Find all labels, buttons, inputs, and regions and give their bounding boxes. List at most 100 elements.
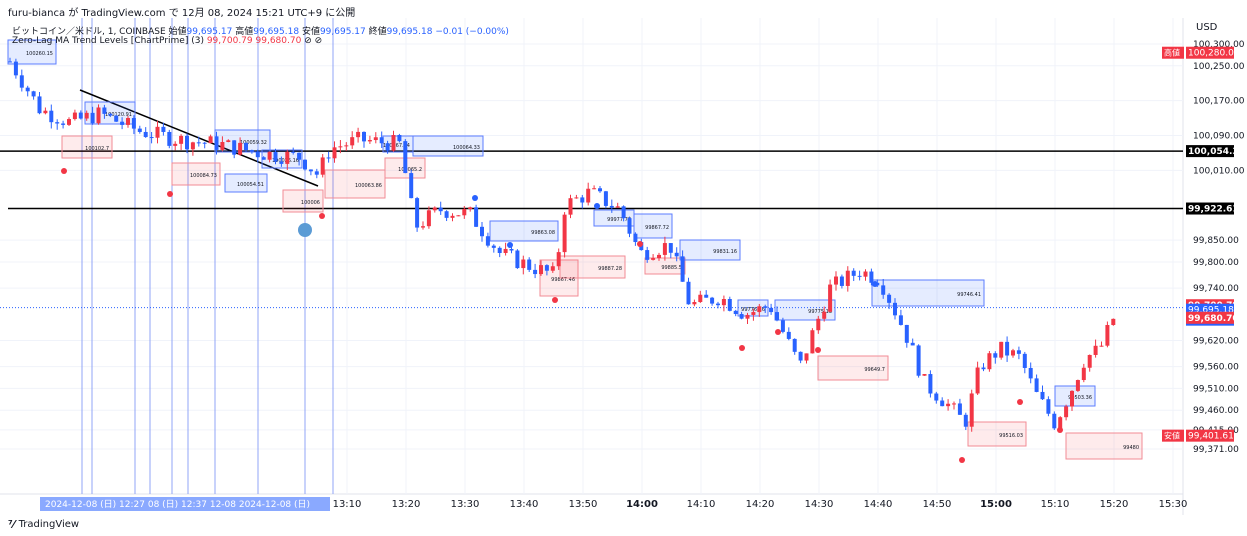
candle-body bbox=[90, 112, 95, 124]
candle-body bbox=[356, 131, 361, 138]
candle-body bbox=[314, 171, 319, 175]
zone-price-label: 99516.03 bbox=[999, 433, 1023, 439]
candle-body bbox=[1058, 417, 1063, 429]
candle-body bbox=[922, 374, 927, 376]
candle-body bbox=[37, 96, 42, 114]
candle-body bbox=[149, 137, 154, 139]
candle-body bbox=[503, 248, 508, 254]
candle-body bbox=[120, 121, 125, 125]
candle-body bbox=[96, 107, 101, 124]
footer: ⁷⁄ TradingView bbox=[8, 518, 79, 531]
candle-body bbox=[928, 374, 933, 394]
signal-dot bbox=[61, 168, 67, 174]
candle-body bbox=[78, 112, 83, 119]
zone-price-label: 100059.32 bbox=[240, 140, 267, 146]
candle-body bbox=[72, 112, 77, 120]
candle-body bbox=[780, 320, 785, 332]
high-value: 99,695.18 bbox=[253, 27, 300, 37]
symbol-name[interactable]: ビットコイン／米ドル, 1, COINBASE bbox=[12, 27, 166, 37]
zone-price-label: 99503.36 bbox=[1068, 395, 1092, 401]
candle-body bbox=[255, 151, 260, 158]
candle-body bbox=[185, 135, 189, 150]
time-tick-label: 13:40 bbox=[510, 499, 539, 510]
time-tick-label: 14:20 bbox=[746, 499, 775, 510]
price-tick-label: 100,250.00 bbox=[1193, 62, 1245, 72]
event-marker-icon bbox=[298, 223, 312, 237]
candle-body bbox=[609, 205, 614, 208]
candle-body bbox=[940, 400, 945, 407]
candle-body bbox=[775, 312, 779, 321]
candle-body bbox=[1011, 350, 1015, 356]
indicator-settings-icon[interactable]: ⊘ bbox=[304, 36, 312, 46]
candle-body bbox=[373, 137, 378, 141]
candle-body bbox=[704, 294, 709, 298]
candle-body bbox=[1093, 345, 1098, 355]
candle-body bbox=[627, 218, 632, 234]
tradingview-logo-icon: ⁷⁄ bbox=[8, 518, 15, 531]
price-chart[interactable]: 13:10 13:20 13:30 13:40 13:50 14:00 14:10 14:20… bbox=[0, 18, 1247, 515]
signal-dot bbox=[775, 329, 781, 335]
low-price: 99,401.61 bbox=[1188, 432, 1234, 442]
currency-label[interactable]: USD bbox=[1196, 22, 1218, 33]
candle-body bbox=[739, 314, 744, 319]
signal-dot bbox=[552, 297, 558, 303]
candle-body bbox=[680, 256, 685, 282]
candle-body bbox=[515, 250, 520, 269]
candle-body bbox=[1111, 318, 1116, 325]
zone-price-label: 99867.72 bbox=[645, 225, 669, 231]
candle-body bbox=[415, 198, 420, 228]
low-price-tag-bg bbox=[1162, 429, 1184, 442]
date-range-labels: 2024-12-08 (日) 12:27 08 (日) 12:37 12-08 … bbox=[45, 499, 310, 510]
price-tick-label: 99,800.00 bbox=[1193, 258, 1239, 268]
chart-area[interactable]: 13:10 13:20 13:30 13:40 13:50 14:00 14:10 14:20… bbox=[0, 18, 1247, 515]
candle-body bbox=[839, 276, 844, 286]
candle-body bbox=[31, 91, 36, 97]
candle-body bbox=[692, 302, 697, 305]
candle-body bbox=[621, 206, 626, 219]
price-tick-label: 99,560.00 bbox=[1193, 363, 1239, 373]
candle-body bbox=[291, 151, 296, 153]
candle-body bbox=[716, 303, 720, 306]
indicator-name[interactable]: Zero-Lag MA Trend Levels [ChartPrime] (3… bbox=[12, 36, 204, 46]
high-price: 100,280.00 bbox=[1188, 49, 1240, 59]
level-zone-box bbox=[1054, 385, 1096, 407]
signal-dot bbox=[167, 191, 173, 197]
candle-body bbox=[491, 245, 496, 248]
candle-body bbox=[480, 226, 484, 237]
candle-body bbox=[721, 299, 726, 306]
candle-body bbox=[261, 157, 266, 160]
zone-price-label: 99649.7 bbox=[864, 367, 885, 373]
price-tick-label: 99,850.00 bbox=[1193, 236, 1239, 246]
signal-dot bbox=[739, 345, 745, 351]
candle-body bbox=[910, 342, 915, 346]
candle-body bbox=[562, 214, 567, 253]
candle-body bbox=[131, 118, 136, 129]
time-tick-label: 15:30 bbox=[1159, 499, 1188, 510]
candle-body bbox=[426, 210, 431, 227]
candle-body bbox=[881, 285, 886, 295]
low-label: 安値 bbox=[301, 27, 320, 37]
candle-body bbox=[733, 310, 738, 315]
candle-body bbox=[344, 145, 349, 147]
candle-body bbox=[226, 140, 231, 142]
indicator-visibility-icon[interactable]: ⊘ bbox=[314, 36, 323, 46]
candle-body bbox=[851, 270, 856, 276]
level-price-2: 99,922.61 bbox=[1188, 205, 1239, 215]
candle-body bbox=[43, 110, 48, 114]
price-tick-label: 100,170.00 bbox=[1193, 97, 1245, 107]
signal-dot bbox=[472, 195, 478, 201]
candle-body bbox=[810, 330, 815, 354]
candle-body bbox=[1075, 380, 1080, 391]
indicator-lower-price-bg bbox=[1186, 311, 1234, 324]
candle-body bbox=[957, 403, 962, 415]
candle-body bbox=[887, 294, 892, 303]
candle-body bbox=[798, 351, 803, 361]
zone-price-label: 100084.73 bbox=[190, 173, 217, 179]
candle-body bbox=[167, 131, 172, 146]
time-tick-label: 13:10 bbox=[333, 499, 362, 510]
level-zone-box bbox=[1065, 432, 1143, 460]
price-tick-label: 99,740.00 bbox=[1193, 284, 1239, 294]
price-tick-label: 99,510.00 bbox=[1193, 384, 1239, 394]
candle-body bbox=[993, 353, 998, 358]
zone-price-label: 100067.44 bbox=[383, 143, 410, 149]
